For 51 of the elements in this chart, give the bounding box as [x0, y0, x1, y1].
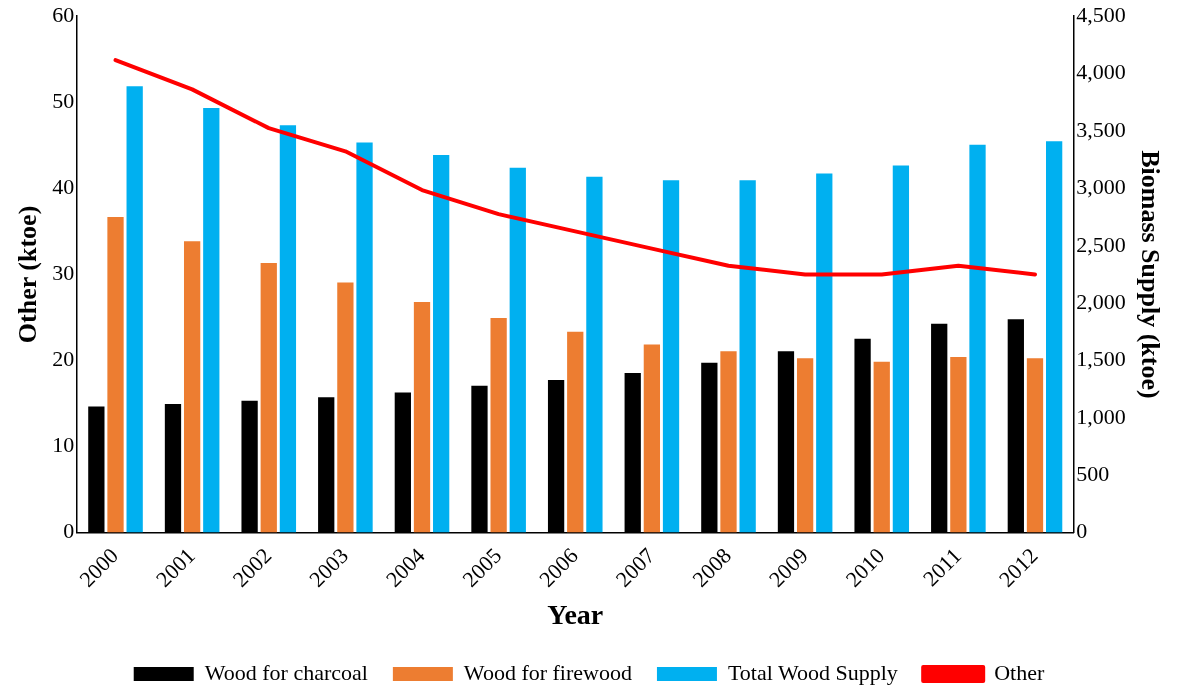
bar — [433, 155, 450, 533]
bar — [1026, 358, 1044, 533]
y-axis-title: Other (ktoe) — [13, 205, 43, 344]
bar — [260, 262, 277, 533]
bar — [816, 173, 833, 533]
bar — [950, 357, 967, 533]
bar — [183, 241, 201, 533]
y-tick-label: 30 — [52, 260, 75, 286]
bar — [356, 142, 373, 533]
bar — [413, 301, 431, 533]
y2-tick-label: 3,000 — [1076, 174, 1126, 200]
bar — [739, 180, 756, 533]
bar — [126, 86, 143, 533]
y-tick-label: 20 — [52, 346, 75, 372]
y2-tick-label: 500 — [1076, 461, 1110, 487]
bar — [509, 167, 526, 533]
bar — [107, 217, 124, 533]
bar — [796, 358, 814, 533]
x-axis-title: Year — [547, 599, 604, 631]
bar — [873, 361, 890, 533]
bar — [1046, 141, 1063, 533]
bar — [586, 176, 603, 533]
bar — [892, 165, 910, 533]
y2-tick-label: 2,000 — [1076, 288, 1126, 314]
bar — [662, 180, 680, 533]
bar — [969, 144, 986, 533]
bar — [490, 318, 507, 533]
y2-tick-label: 4,000 — [1076, 59, 1126, 85]
bar — [279, 125, 297, 533]
legend-label: Other — [994, 659, 1045, 685]
y2-tick-label: 1,500 — [1076, 346, 1126, 372]
x-tick-label: 2011 — [917, 542, 966, 592]
y2-tick-label: 4,500 — [1076, 1, 1126, 27]
legend-label: Wood for charcoal — [204, 659, 368, 685]
y-tick-label: 50 — [52, 88, 75, 114]
bar — [203, 108, 220, 533]
y2-tick-label: 2,500 — [1076, 231, 1126, 257]
bar — [643, 344, 661, 533]
y-tick-label: 0 — [63, 518, 75, 544]
legend-label: Total Wood Supply — [727, 659, 898, 685]
y-tick-label: 10 — [52, 432, 75, 458]
bar — [337, 282, 354, 533]
y2-tick-label: 1,000 — [1076, 403, 1126, 429]
y2-tick-label: 3,500 — [1076, 116, 1126, 142]
bar — [720, 351, 737, 533]
y2-axis-title: Biomass Supply (ktoe) — [1135, 150, 1165, 399]
y-tick-label: 40 — [52, 174, 75, 200]
y-tick-label: 60 — [52, 1, 75, 27]
bar — [567, 331, 584, 533]
legend-label: Wood for firewood — [463, 659, 632, 685]
y2-tick-label: 0 — [1076, 518, 1088, 544]
